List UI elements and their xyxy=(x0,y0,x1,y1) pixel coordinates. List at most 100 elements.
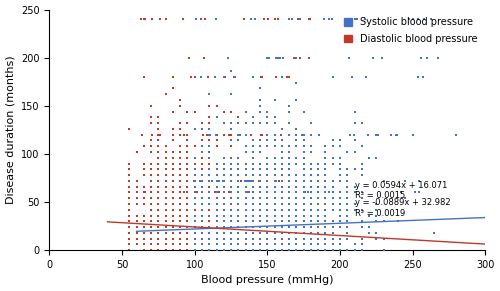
Point xyxy=(200,55,208,60)
Point xyxy=(270,230,278,235)
Point xyxy=(416,179,424,183)
Point xyxy=(169,167,177,172)
Point xyxy=(264,236,272,241)
Point xyxy=(405,17,413,22)
Point xyxy=(169,184,177,189)
Point xyxy=(184,202,192,206)
Point xyxy=(184,179,192,183)
Point xyxy=(184,236,192,241)
Point xyxy=(249,225,257,229)
Point xyxy=(278,242,286,247)
Point xyxy=(416,55,424,60)
Point xyxy=(220,236,228,241)
Point xyxy=(176,207,184,212)
Point xyxy=(212,104,220,108)
Point xyxy=(314,179,322,183)
Point xyxy=(256,202,264,206)
Point xyxy=(300,150,308,154)
Point xyxy=(147,242,155,247)
Point xyxy=(300,196,308,200)
Point xyxy=(328,225,336,229)
Point xyxy=(184,190,192,195)
Point xyxy=(169,207,177,212)
Point xyxy=(314,167,322,172)
Point xyxy=(154,242,162,247)
Point xyxy=(234,225,242,229)
Point xyxy=(132,202,140,206)
Point xyxy=(184,138,192,143)
Point xyxy=(249,190,257,195)
Point xyxy=(162,248,170,253)
Point xyxy=(307,167,315,172)
Point xyxy=(212,115,220,120)
Point xyxy=(270,213,278,218)
Point xyxy=(190,179,198,183)
Point xyxy=(206,167,214,172)
Point xyxy=(198,173,206,178)
Point xyxy=(162,184,170,189)
Point xyxy=(162,196,170,200)
Point xyxy=(198,242,206,247)
Point xyxy=(227,173,235,178)
Point xyxy=(256,202,264,206)
Point xyxy=(242,242,250,247)
Point xyxy=(298,132,306,137)
Point xyxy=(162,219,170,223)
Point xyxy=(242,179,250,183)
Point xyxy=(206,236,214,241)
Point xyxy=(307,219,315,223)
Point xyxy=(285,161,293,166)
Point xyxy=(336,179,344,183)
Point xyxy=(344,190,351,195)
Point xyxy=(342,17,349,22)
Point xyxy=(190,242,198,247)
Point xyxy=(198,150,206,154)
Point xyxy=(169,230,177,235)
Point xyxy=(126,213,134,218)
Point xyxy=(285,179,293,183)
Point xyxy=(206,202,214,206)
Point xyxy=(292,190,300,195)
Point xyxy=(190,219,198,223)
Point xyxy=(270,190,278,195)
Point xyxy=(270,184,278,189)
Point xyxy=(184,219,192,223)
Point xyxy=(154,121,162,125)
Point xyxy=(190,213,198,218)
Point xyxy=(361,17,369,22)
Point xyxy=(322,213,330,218)
Point xyxy=(328,179,336,183)
Point xyxy=(285,202,293,206)
Point xyxy=(206,219,214,223)
Point xyxy=(249,219,257,223)
Point xyxy=(292,242,300,247)
Point xyxy=(222,74,230,79)
Point xyxy=(278,219,286,223)
Point xyxy=(212,179,220,183)
Point xyxy=(198,225,206,229)
Point xyxy=(176,207,184,212)
Point xyxy=(430,230,438,235)
Point xyxy=(198,242,206,247)
Point xyxy=(176,202,184,206)
Point xyxy=(285,190,293,195)
Point xyxy=(206,225,214,229)
Point xyxy=(307,213,315,218)
Point xyxy=(285,202,293,206)
Point xyxy=(278,173,286,178)
Point xyxy=(285,109,293,114)
Point xyxy=(256,207,264,212)
Point xyxy=(198,219,206,223)
Point xyxy=(154,225,162,229)
Point xyxy=(278,242,286,247)
Point xyxy=(264,190,272,195)
Point xyxy=(162,179,170,183)
Point xyxy=(147,115,155,120)
Point xyxy=(278,202,286,206)
Point xyxy=(300,225,308,229)
Point xyxy=(234,184,242,189)
Point xyxy=(256,219,264,223)
Point xyxy=(190,202,198,206)
Point xyxy=(162,236,170,241)
Point xyxy=(198,155,206,160)
